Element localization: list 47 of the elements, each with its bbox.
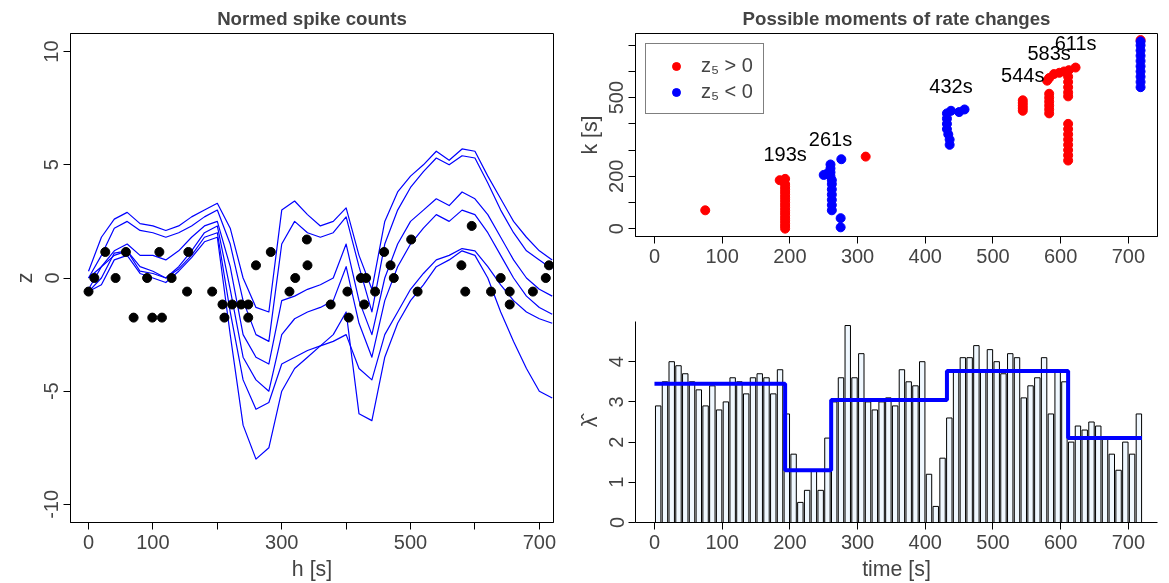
y-axis-title: λ̂ [577,412,602,428]
x-tick-label: 700 [1111,530,1146,553]
x-tick-label: 500 [976,530,1010,553]
annotation: 432s [929,74,973,97]
y-tick-label: 0 [605,516,628,529]
legend-label: z₅ > 0 [701,54,753,77]
y-axis-title: z [12,272,37,284]
x-tick-label: 500 [393,530,428,553]
y-tick-label: 10 [40,40,63,63]
y-tick-label: 3 [605,396,628,408]
y-tick-label: 500 [605,80,628,115]
y-tick-label: -5 [40,382,63,401]
x-tick-label: 100 [136,530,170,553]
x-tick-label: 600 [1044,530,1078,553]
annotation: 544s [1001,64,1045,87]
x-tick-label: 700 [522,530,557,553]
y-tick-label: 0 [605,223,628,235]
y-tick-label: -10 [40,489,63,519]
y-tick-label: 200 [605,159,628,193]
x-tick-label: 300 [840,244,875,267]
x-tick-label: 400 [908,530,942,553]
chart-title: Possible moments of rate changes [742,7,1051,29]
legend-label: z₅ < 0 [701,80,753,103]
annotation: 261s [808,128,853,151]
x-axis-title: time [s] [862,556,931,581]
x-axis-title: h [s] [291,556,333,581]
y-tick-label: 0 [40,272,63,284]
y-tick-label: 5 [40,159,63,171]
chart-title: Normed spike counts [217,7,407,29]
y-tick-label: 2 [605,436,628,448]
x-tick-label: 200 [773,244,807,267]
y-tick-label: 1 [605,476,628,488]
x-tick-label: 600 [1044,244,1078,267]
x-tick-label: 100 [705,244,739,267]
x-tick-label: 300 [840,530,875,553]
y-axis-title: k [s] [577,115,602,155]
x-tick-label: 300 [265,530,299,553]
y-tick-label: 4 [605,356,628,368]
x-tick-label: 100 [705,530,739,553]
x-tick-label: 200 [773,530,807,553]
x-tick-label: 0 [82,530,95,553]
x-tick-label: 700 [1111,244,1146,267]
x-tick-label: 500 [976,244,1010,267]
annotation: 193s [763,142,807,165]
x-tick-label: 0 [648,244,661,267]
x-tick-label: 400 [908,244,942,267]
x-tick-label: 0 [648,530,661,553]
